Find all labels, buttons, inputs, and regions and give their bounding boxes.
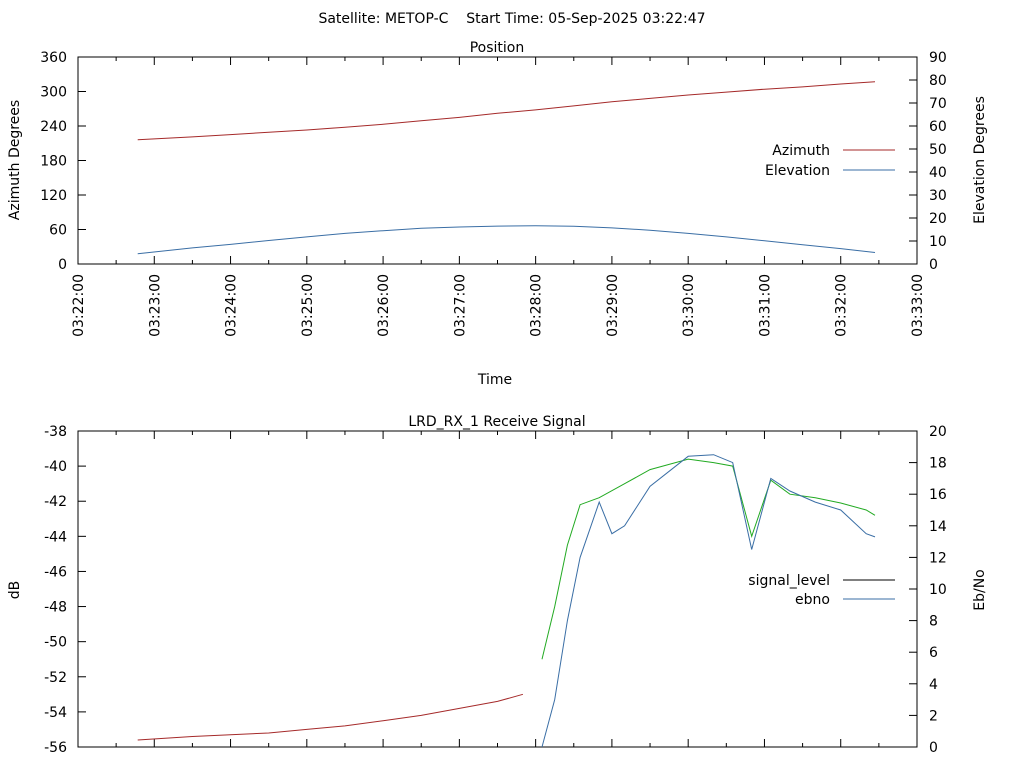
position-xtick-label: 03:27:00	[452, 274, 468, 337]
position-ytick-left-label: 60	[49, 223, 67, 239]
position-ytick-right-label: 50	[929, 142, 947, 158]
signal-ytick-right-label: 18	[929, 456, 947, 472]
position-ytick-left-label: 0	[58, 257, 67, 273]
position-x-label: Time	[477, 372, 512, 388]
signal-ytick-right-label: 16	[929, 487, 947, 503]
signal-ytick-left-label: -54	[44, 705, 67, 721]
signal-legend: signal_level ebno	[748, 573, 895, 608]
signal-ytick-left-label: -56	[44, 740, 67, 756]
legend-azimuth-label: Azimuth	[772, 143, 830, 159]
signal-ytick-right-label: 14	[929, 519, 947, 535]
position-y-right-label: Elevation Degrees	[972, 96, 988, 224]
signal-ytick-left-label: -52	[44, 670, 67, 686]
signal-series-0-line	[137, 693, 524, 741]
position-series-0-line	[137, 81, 876, 141]
signal-series-2-line	[541, 454, 876, 748]
signal-ytick-left-label: -40	[44, 459, 67, 475]
position-xtick-label: 03:29:00	[605, 274, 621, 337]
position-ytick-left-label: 300	[40, 85, 67, 101]
signal-y-right-label: Eb/No	[972, 569, 988, 611]
position-legend: Azimuth Elevation	[765, 143, 895, 179]
position-ytick-right-label: 80	[929, 73, 947, 89]
position-plot-title: Position	[470, 40, 525, 56]
signal-plot-frame	[77, 430, 918, 748]
position-y-left-label: Azimuth Degrees	[7, 100, 23, 220]
signal-plot-title: LRD_RX_1 Receive Signal	[408, 414, 585, 430]
signal-ytick-left-label: -42	[44, 494, 67, 510]
position-xtick-label: 03:32:00	[834, 274, 850, 337]
position-ytick-right-label: 40	[929, 165, 947, 181]
position-ytick-right-label: 20	[929, 211, 947, 227]
position-series-1-line	[137, 225, 876, 255]
signal-series	[137, 454, 876, 748]
position-ytick-left-label: 180	[40, 154, 67, 170]
position-series	[137, 81, 876, 255]
legend-signal-level-label: signal_level	[748, 573, 830, 589]
position-ytick-left-label: 120	[40, 188, 67, 204]
signal-ytick-left-label: -44	[44, 529, 67, 545]
position-xtick-label: 03:33:00	[910, 274, 926, 337]
signal-ticks: -56 -54 -52 -50 -48 -46 -44 -42 -40 -38 0 2 4 6 8 10 12 1…	[44, 424, 947, 756]
signal-plot: LRD_RX_1 Receive Signal dB Eb/No -56-54-…	[7, 414, 988, 756]
legend-elevation-label: Elevation	[765, 163, 830, 179]
position-xtick-label: 03:25:00	[300, 274, 316, 337]
position-xtick-label: 03:24:00	[224, 274, 240, 337]
position-plot: Position Azimuth Degrees Elevation Degre…	[7, 40, 988, 388]
position-xtick-label: 03:22:00	[71, 274, 87, 337]
position-ytick-left-label: 240	[40, 119, 67, 135]
signal-ytick-right-label: 4	[929, 677, 938, 693]
signal-ytick-left-label: -48	[44, 600, 67, 616]
position-ytick-right-label: 70	[929, 96, 947, 112]
header-title: Satellite: METOP-C Start Time: 05-Sep-20…	[318, 11, 705, 27]
signal-ytick-left-label: -50	[44, 635, 67, 651]
signal-ytick-left-label: -46	[44, 564, 67, 580]
signal-y-left-label: dB	[7, 581, 23, 600]
signal-ytick-right-label: 2	[929, 708, 938, 724]
signal-series-1-line	[541, 458, 876, 660]
position-ytick-left-label: 360	[40, 50, 67, 66]
position-ytick-right-label: 30	[929, 188, 947, 204]
position-xtick-label: 03:23:00	[147, 274, 163, 337]
position-xtick-label: 03:28:00	[529, 274, 545, 337]
position-ticks: 0 60 120 180 240 300 360 0 10 20 30 40 50 60 70 80 90 03:…	[40, 50, 947, 337]
position-ytick-right-label: 0	[929, 257, 938, 273]
position-xtick-label: 03:31:00	[757, 274, 773, 337]
signal-ytick-right-label: 12	[929, 550, 947, 566]
signal-ytick-right-label: 10	[929, 582, 947, 598]
position-xtick-label: 03:26:00	[376, 274, 392, 337]
position-ytick-right-label: 60	[929, 119, 947, 135]
legend-ebno-label: ebno	[795, 592, 830, 608]
position-ytick-right-label: 10	[929, 234, 947, 250]
position-ytick-right-label: 90	[929, 50, 947, 66]
signal-ytick-right-label: 8	[929, 614, 938, 630]
signal-ytick-right-label: 20	[929, 424, 947, 440]
signal-ytick-right-label: 6	[929, 645, 938, 661]
signal-ytick-right-label: 0	[929, 740, 938, 756]
signal-ytick-left-label: -38	[44, 424, 67, 440]
position-xtick-label: 03:30:00	[681, 274, 697, 337]
